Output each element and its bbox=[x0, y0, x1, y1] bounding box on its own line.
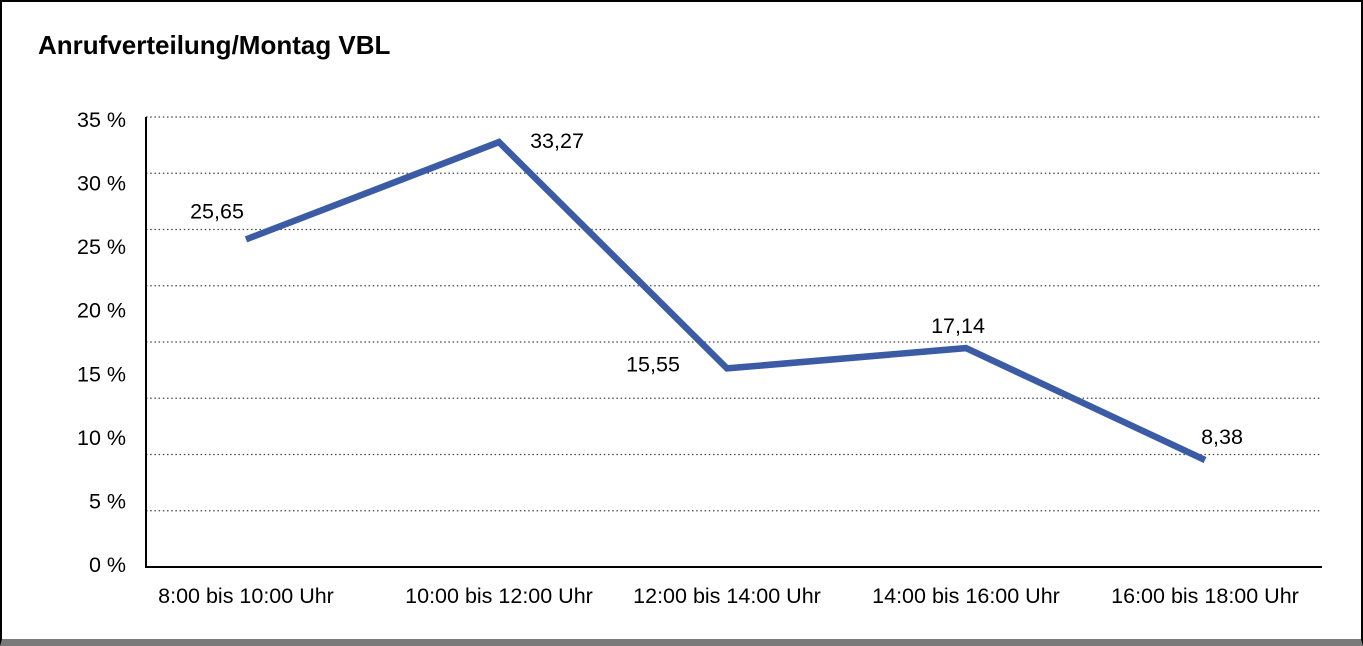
x-category-label: 16:00 bis 18:00 Uhr bbox=[1111, 584, 1299, 608]
data-point-label: 15,55 bbox=[626, 352, 680, 376]
y-tick-label: 35 % bbox=[77, 108, 126, 132]
data-point-label: 33,27 bbox=[530, 129, 584, 153]
chart-title: Anrufverteilung/Montag VBL bbox=[38, 30, 391, 60]
data-point-label: 17,14 bbox=[931, 314, 985, 338]
y-tick-label: 10 % bbox=[77, 426, 126, 450]
x-category-label: 12:00 bis 14:00 Uhr bbox=[633, 584, 821, 608]
y-tick-label: 30 % bbox=[77, 172, 126, 196]
x-category-label: 14:00 bis 16:00 Uhr bbox=[872, 584, 1060, 608]
y-tick-label: 15 % bbox=[77, 362, 126, 386]
y-tick-label: 5 % bbox=[89, 489, 126, 513]
x-category-label: 10:00 bis 12:00 Uhr bbox=[405, 584, 593, 608]
data-point-label: 8,38 bbox=[1201, 425, 1243, 449]
series-line bbox=[244, 138, 1207, 463]
data-point-label: 25,65 bbox=[190, 199, 244, 223]
x-category-label: 8:00 bis 10:00 Uhr bbox=[158, 584, 334, 608]
y-tick-label: 20 % bbox=[77, 299, 126, 323]
y-tick-label: 25 % bbox=[77, 235, 126, 259]
y-tick-label: 0 % bbox=[89, 553, 126, 577]
